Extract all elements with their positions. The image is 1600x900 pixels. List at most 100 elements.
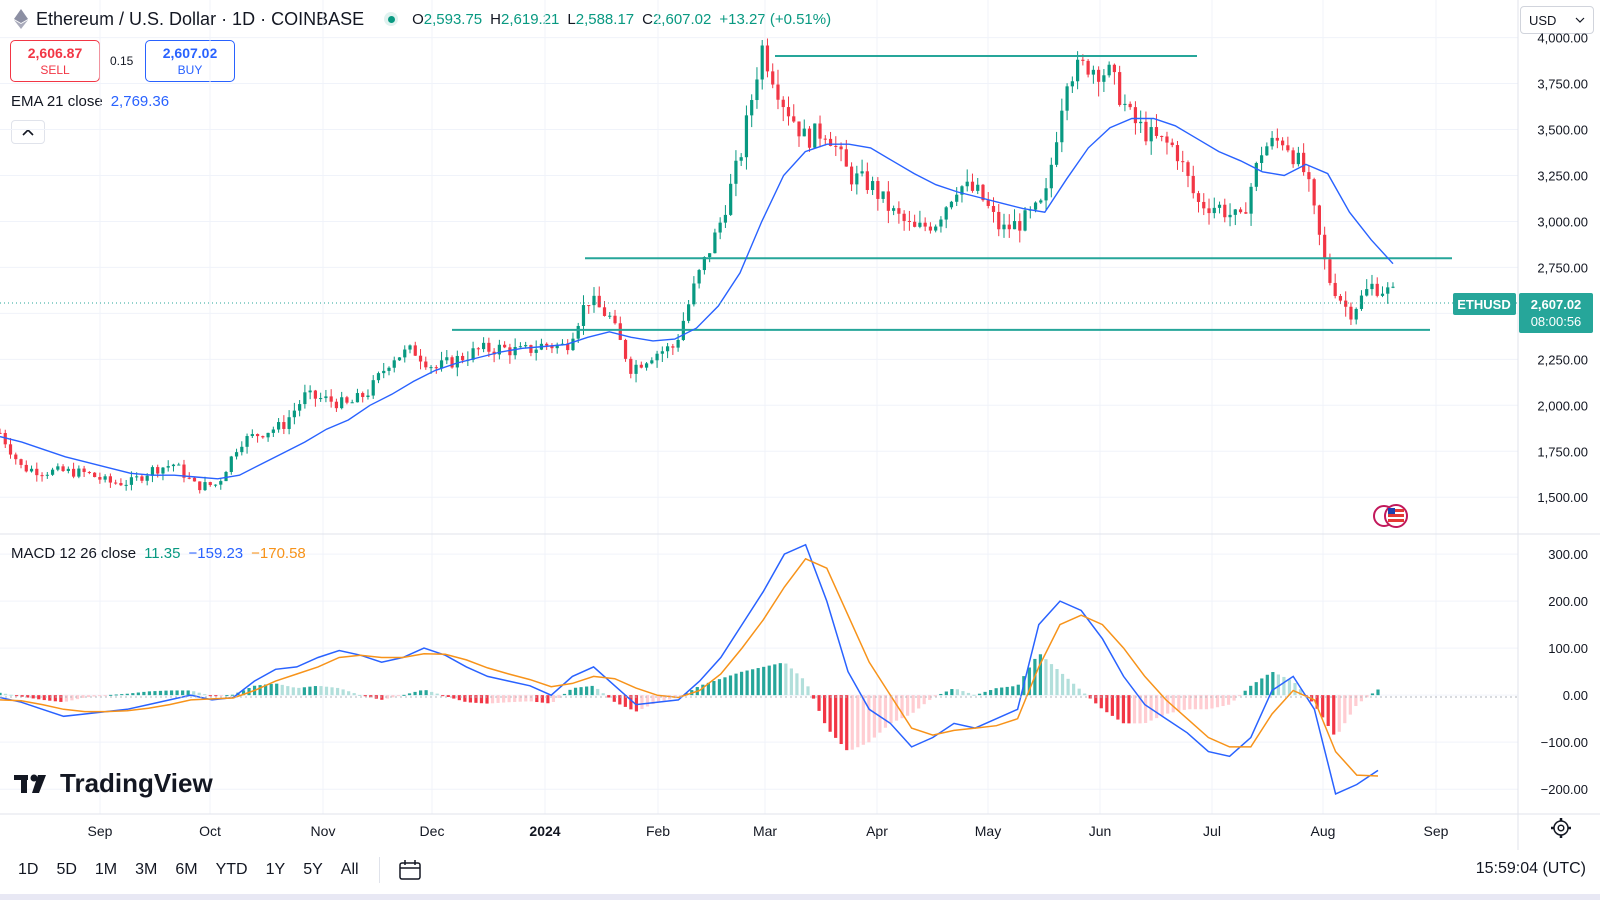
candle-body [87,471,91,473]
candle-body [1349,306,1353,320]
utc-clock[interactable]: 15:59:04 (UTC) [1475,860,1586,877]
ema-legend[interactable]: EMA 21 close 2,769.36 [11,93,170,110]
histogram-bar [1293,683,1297,696]
candle-body [319,398,323,400]
range-6m[interactable]: 6M [175,861,198,878]
candle-body [19,459,23,465]
histogram-bar [1099,695,1103,709]
histogram-bar [158,690,163,696]
candle-body [918,222,922,227]
candle-body [213,484,218,486]
histogram-bar [446,695,450,697]
price-tick-label: 2,000.00 [1537,398,1588,413]
tradingview-logo[interactable]: TradingView [14,768,213,799]
sell-button[interactable]: 2,606.87 SELL [10,40,100,82]
candle-body [1070,81,1074,87]
candle-body [8,444,13,455]
candle-body [571,338,575,351]
buy-button[interactable]: 2,607.02 BUY [145,40,235,82]
price-tick-label: 4,000.00 [1537,31,1588,46]
histogram-bar [26,695,30,698]
candle-body [739,157,743,161]
histogram-bar [883,695,888,728]
histogram-bar [230,694,235,696]
candle-body [1391,286,1395,288]
candle-body [902,213,906,221]
histogram-bar [817,695,821,711]
candle-body [1049,164,1053,189]
histogram-bar [1326,695,1330,726]
range-ytd[interactable]: YTD [215,861,248,878]
us-flag-icon[interactable] [1373,504,1408,528]
range-1d[interactable]: 1D [18,861,39,878]
histogram-bar [92,695,96,697]
histogram-bar [507,695,511,703]
range-5y[interactable]: 5Y [303,861,323,878]
candle-body [860,171,864,174]
candle-body [182,464,186,478]
range-1y[interactable]: 1Y [265,861,286,878]
candle-body [82,468,86,472]
candle-body [255,434,260,437]
candle-body [518,346,523,348]
candle-body [282,422,286,429]
chart-title[interactable]: Ethereum / U.S. Dollar · 1D · COINBASE [36,8,365,29]
candle-body [1380,293,1385,296]
candle-body [103,476,107,480]
histogram-bar [983,691,987,696]
histogram-bar [103,695,107,697]
candle-body [839,146,843,150]
calendar-icon[interactable] [398,859,422,881]
candle-body [1091,69,1095,75]
histogram-bar [513,695,517,702]
histogram-bar [1199,695,1203,710]
macd-tick-label: 100.00 [1548,641,1588,656]
svg-text:08:00:56: 08:00:56 [1531,314,1582,329]
macd-legend[interactable]: MACD 12 26 close 11.35 −159.23 −170.58 [11,545,306,562]
histogram-bar [1238,695,1242,697]
price-chart[interactable]: 4,000.00 3,750.00 3,500.00 3,250.00 3,000.00… [0,0,1600,850]
candle-body [1281,140,1285,146]
candle-body [1202,201,1206,209]
candle-body [1375,283,1379,296]
candle-body [1112,64,1116,73]
candle-body [944,207,948,220]
histogram-bar [319,686,323,696]
candle-body [313,390,317,399]
candle-body [198,481,202,491]
histogram-bar [291,687,295,696]
histogram-bar [341,689,345,696]
range-1m[interactable]: 1M [94,861,118,878]
histogram-bar [1249,685,1253,696]
histogram-bar [701,684,705,696]
range-all[interactable]: All [340,861,359,878]
histogram-bar [1321,695,1325,718]
candle-body [145,475,149,481]
candle-body [1223,204,1227,218]
histogram-bar [1132,695,1137,724]
histogram-bar [9,694,13,696]
macd-tick-label: 300.00 [1548,547,1588,562]
histogram-bar [1221,695,1225,707]
candle-body [1033,202,1038,210]
candle-body [1359,295,1364,309]
histogram-bar [147,691,152,696]
histogram-bar [352,693,356,696]
histogram-bar [435,693,439,696]
candle-body [245,436,249,447]
candle-body [786,107,791,117]
gear-icon[interactable] [1550,817,1572,839]
range-3m[interactable]: 3M [135,861,158,878]
histogram-bar [1315,695,1319,709]
currency-select[interactable]: USD [1520,6,1594,34]
candle-body [1365,289,1369,296]
time-tick-label: Mar [753,823,777,839]
histogram-bar [806,686,810,696]
histogram-bar [1083,693,1087,696]
candle-body [928,226,933,231]
histogram-bar [1138,695,1142,724]
range-5d[interactable]: 5D [56,861,77,878]
histogram-bar [42,695,46,701]
candle-body [229,456,233,472]
candle-body [923,222,927,227]
